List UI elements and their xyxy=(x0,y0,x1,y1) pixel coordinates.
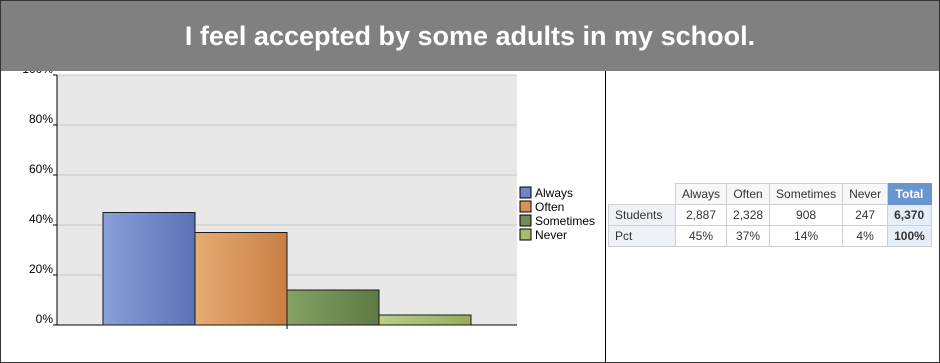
table-row: Students 2,887 2,328 908 247 6,370 xyxy=(608,204,932,226)
y-tick-label: 60% xyxy=(29,162,53,176)
bar-sometimes xyxy=(286,289,380,326)
column-header: Always xyxy=(674,183,728,205)
row-header: Students xyxy=(608,204,676,226)
table-cell: 45% xyxy=(674,225,728,247)
table-corner xyxy=(608,183,676,205)
bar-chart: 0% 20% 40% 60% 80% 100% AlwaysOftenSometimesN… xyxy=(22,71,595,329)
legend-swatch-never xyxy=(519,228,532,241)
bar-always xyxy=(102,212,196,326)
page-title: I feel accepted by some adults in my sch… xyxy=(1,1,939,71)
y-tick-label: 100% xyxy=(22,71,53,76)
table-cell: 14% xyxy=(769,225,844,247)
table-cell: 2,887 xyxy=(674,204,728,226)
table-header-row: Always Often Sometimes Never Total xyxy=(608,183,932,205)
data-table-container: Always Often Sometimes Never Total Stude… xyxy=(608,183,939,263)
table-cell: 908 xyxy=(769,204,844,226)
table-row: Pct 45% 37% 14% 4% 100% xyxy=(608,225,932,247)
table-cell-total: 6,370 xyxy=(887,204,932,226)
y-tick-label: 0% xyxy=(36,312,54,326)
bar-never xyxy=(378,314,472,326)
table-cell: 4% xyxy=(842,225,889,247)
bar-often xyxy=(194,232,288,326)
row-header: Pct xyxy=(608,225,676,247)
legend-swatch-often xyxy=(519,200,532,213)
table-cell: 37% xyxy=(726,225,771,247)
column-header: Sometimes xyxy=(769,183,844,205)
table-cell-total: 100% xyxy=(887,225,932,247)
column-header: Often xyxy=(726,183,771,205)
column-header-total: Total xyxy=(887,183,932,205)
panel-divider xyxy=(605,71,606,362)
table-cell: 247 xyxy=(842,204,889,226)
y-tick-label: 80% xyxy=(29,112,53,126)
y-tick-label: 40% xyxy=(29,212,53,226)
column-header: Never xyxy=(842,183,889,205)
data-table: Always Often Sometimes Never Total Stude… xyxy=(608,183,932,247)
legend-swatch-always xyxy=(519,186,532,199)
legend-label-always: Always xyxy=(535,186,573,200)
legend-label-often: Often xyxy=(535,200,564,214)
table-cell: 2,328 xyxy=(726,204,771,226)
y-tick-label: 20% xyxy=(29,262,53,276)
legend-label-never: Never xyxy=(535,228,567,242)
legend-label-sometimes: Sometimes xyxy=(535,214,595,228)
legend-swatch-sometimes xyxy=(519,214,532,227)
